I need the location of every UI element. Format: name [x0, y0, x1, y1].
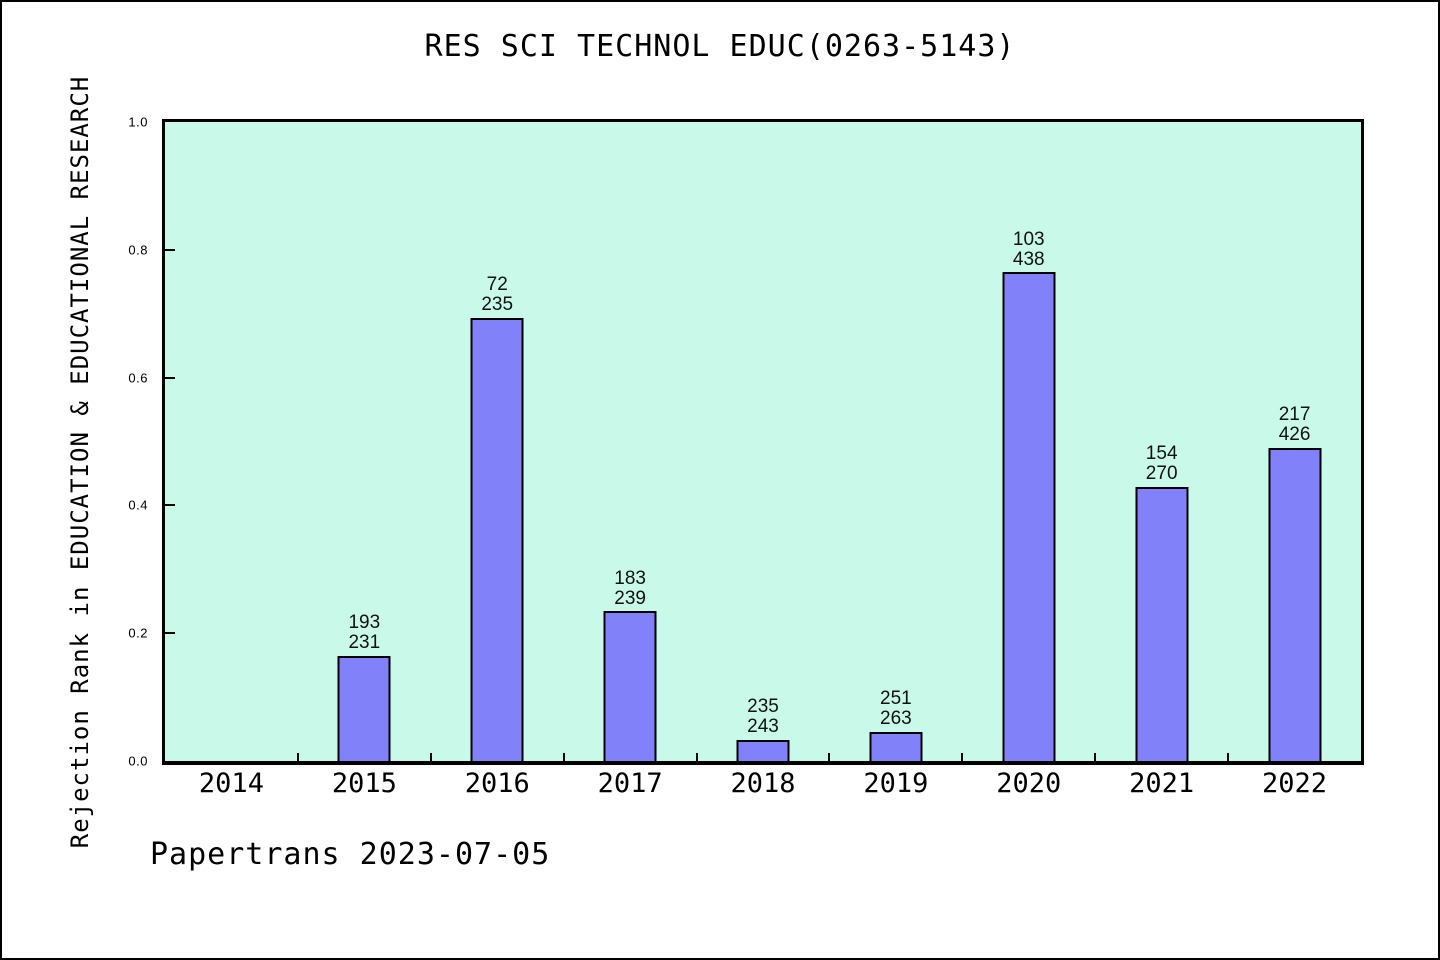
bar-label-2016: 72 235	[481, 274, 514, 316]
x-tick-label: 2021	[1129, 768, 1195, 799]
x-tick-label: 2016	[464, 768, 530, 799]
bar-2017	[603, 611, 657, 761]
bar-label-2015: 193 231	[348, 612, 381, 654]
bar-label-2018: 235 243	[747, 696, 779, 738]
x-axis-labels: 2014 2015 2016 2017 2018 2019 2020 2021 2022	[165, 768, 1361, 802]
y-axis-tick-labels: 0.0 0.2 0.4 0.6 0.8 1.0	[2, 115, 154, 769]
y-tick-label: 0.2	[128, 625, 148, 641]
x-tick-mark	[296, 753, 299, 761]
bar-2020	[1002, 272, 1056, 761]
bar-label-2021: 154 270	[1145, 443, 1178, 484]
bar-2016	[470, 317, 524, 761]
x-tick-mark	[1227, 753, 1230, 761]
x-tick-mark	[828, 753, 831, 761]
y-tick-label: 0.4	[128, 497, 148, 513]
x-tick-label: 2019	[863, 768, 929, 799]
y-tick-mark	[165, 248, 175, 251]
x-tick-label: 2014	[198, 768, 264, 799]
x-tick-label: 2017	[597, 768, 663, 799]
x-tick-mark	[1094, 753, 1097, 761]
y-tick-mark	[165, 376, 175, 379]
chart-title: RES SCI TECHNOL EDUC(0263-5143)	[424, 29, 1016, 64]
x-tick-mark	[562, 753, 565, 761]
bar-label-2022: 217 426	[1278, 404, 1311, 445]
y-tick-label: 1.0	[128, 114, 148, 130]
x-tick-label: 2022	[1262, 768, 1328, 799]
x-tick-mark	[695, 753, 698, 761]
bar-2021	[1135, 486, 1189, 761]
x-tick-label: 2020	[996, 768, 1062, 799]
y-tick-label: 0.0	[128, 753, 148, 769]
x-tick-mark	[429, 753, 432, 761]
bar-label-2020: 103 438	[1012, 228, 1045, 270]
plot-area: 193 231 72 235 183 239 235 243 251 263 103 43…	[162, 119, 1364, 765]
bar-2019	[869, 731, 923, 761]
y-tick-label: 0.6	[128, 370, 148, 386]
y-tick-mark	[165, 504, 175, 507]
bar-label-2017: 183 239	[614, 567, 646, 609]
x-tick-label: 2018	[730, 768, 796, 799]
x-tick-mark	[961, 753, 964, 761]
bar-label-2019: 251 263	[880, 688, 912, 730]
footer-text: Papertrans 2023-07-05	[150, 837, 551, 872]
x-tick-label: 2015	[331, 768, 397, 799]
bar-2018	[736, 739, 790, 761]
bar-2015	[337, 655, 391, 761]
y-tick-mark	[165, 632, 175, 635]
bar-2022	[1268, 447, 1322, 761]
y-tick-label: 0.8	[128, 242, 148, 258]
